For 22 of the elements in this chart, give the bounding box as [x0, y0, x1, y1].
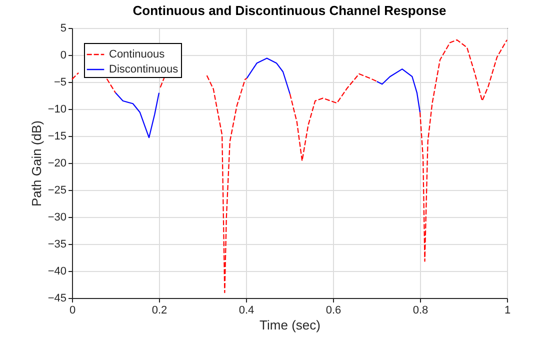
- x-axis-title: Time (sec): [260, 318, 320, 332]
- y-tick-label: −30: [48, 212, 66, 224]
- chart-title: Continuous and Discontinuous Channel Response: [132, 3, 446, 18]
- y-tick-label: 5: [60, 22, 66, 34]
- x-tick-label: 0: [69, 304, 76, 316]
- y-tick-label: 0: [60, 50, 66, 62]
- y-tick-label: −10: [48, 104, 66, 116]
- x-tick-label: 0.6: [326, 304, 342, 316]
- y-tick-label: −45: [48, 292, 66, 304]
- y-tick-label: −40: [48, 266, 66, 278]
- x-tick-label: 0.8: [412, 304, 428, 316]
- legend-label: Discontinuous: [109, 64, 179, 76]
- x-tick-label: 0.4: [238, 304, 254, 316]
- y-tick-label: −35: [48, 238, 66, 250]
- legend-label: Continuous: [109, 48, 166, 60]
- x-tick-label: 0.2: [152, 304, 168, 316]
- y-axis-title: Path Gain (dB): [28, 120, 44, 206]
- y-tick-label: −5: [54, 76, 66, 88]
- y-tick-label: −20: [48, 158, 66, 170]
- y-tick-label: −25: [48, 184, 66, 196]
- y-tick-label: −15: [48, 130, 66, 142]
- x-tick-label: 1: [504, 304, 511, 316]
